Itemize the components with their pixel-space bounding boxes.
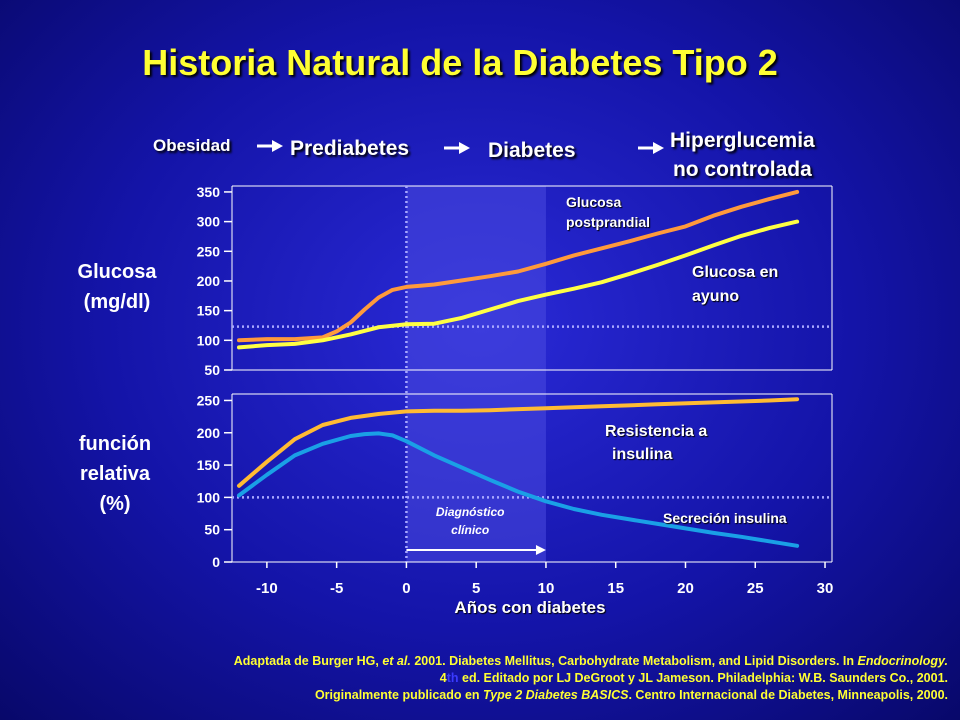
bottom-y-axis-label: (%) [99, 493, 130, 515]
label-resistencia-insulina: Resistencia a [605, 423, 707, 440]
source-citation: Adaptada de Burger HG, et al. 2001. Diab… [18, 653, 948, 704]
top-y-tick-label: 100 [197, 332, 221, 348]
x-tick-label: 10 [538, 580, 555, 597]
x-tick-label: 20 [677, 580, 694, 597]
source-line-1-journal: Endocrinology. [857, 654, 948, 668]
bottom-y-tick-label: 0 [212, 554, 220, 570]
label-glucosa-ayuno: ayuno [692, 288, 739, 305]
top-y-tick-label: 150 [197, 303, 221, 319]
stage-diabetes: Diabetes [488, 139, 576, 162]
diagnosis-band [406, 186, 546, 562]
label-secrecion-insulina: Secreción insulina [663, 510, 787, 526]
series-glucosa-ayuno [237, 219, 800, 350]
top-y-tick-label: 50 [204, 362, 220, 378]
label-glucosa-ayuno: Glucosa en [692, 264, 778, 281]
bottom-y-axis-label: relativa [80, 463, 151, 485]
diagnosis-label: clínico [451, 523, 489, 537]
bottom-y-axis-label: función [79, 433, 151, 455]
source-line-3: Originalmente publicado en Type 2 Diabet… [18, 687, 948, 704]
slide-title: Historia Natural de la Diabetes Tipo 2 [142, 42, 778, 83]
x-tick-label: 30 [817, 580, 834, 597]
source-line-2-sup: th [446, 671, 459, 685]
top-y-tick-label: 350 [197, 184, 221, 200]
diagnosis-arrow-head-icon [535, 545, 546, 555]
top-y-axis-label: Glucosa [78, 261, 158, 283]
source-line-2-num: 4 [439, 671, 447, 685]
label-resistencia-insulina: insulina [612, 446, 673, 463]
series-secrecion-insulina [237, 431, 800, 548]
arrow-right-icon [444, 142, 470, 154]
bottom-y-tick-label: 250 [197, 392, 221, 408]
label-glucosa-postprandial: postprandial [566, 214, 650, 230]
source-line-1-mid: 2001. Diabetes Mellitus, Carbohydrate Me… [410, 654, 858, 668]
label-glucosa-postprandial: Glucosa [566, 194, 621, 210]
diagnosis-label: Diagnóstico [436, 505, 505, 519]
source-line-1: Adaptada de Burger HG, et al. 2001. Diab… [18, 653, 948, 670]
top-y-tick-label: 200 [197, 273, 221, 289]
bottom-y-tick-label: 100 [197, 489, 221, 505]
top-y-tick-label: 250 [197, 243, 221, 259]
arrow-right-icon [257, 140, 283, 152]
x-tick-label: 0 [402, 580, 410, 597]
source-line-3-book: Type 2 Diabetes BASICS [483, 688, 629, 702]
source-line-1-etal: et al. [382, 654, 411, 668]
stage-hiperglucemia-line2: no controlada [672, 158, 812, 181]
arrow-right-icon [638, 142, 664, 154]
bottom-y-tick-label: 200 [197, 425, 221, 441]
source-line-2: 4th ed. Editado por LJ DeGroot y JL Jame… [18, 670, 948, 687]
stage-hiperglucemia: Hiperglucemia no controlada [670, 126, 815, 184]
source-line-3-prefix: Originalmente publicado en [314, 688, 484, 702]
x-tick-label: -10 [256, 580, 278, 597]
x-tick-label: -5 [330, 580, 343, 597]
stage-obesidad: Obesidad [153, 136, 231, 155]
stage-hiperglucemia-line1: Hiperglucemia [670, 129, 815, 152]
x-tick-label: 5 [472, 580, 480, 597]
x-tick-label: 15 [607, 580, 624, 597]
source-line-1-prefix: Adaptada de Burger HG, [233, 654, 383, 668]
bottom-y-tick-label: 150 [197, 457, 221, 473]
series-glucosa-postprandial [237, 189, 800, 343]
stage-prediabetes: Prediabetes [290, 137, 410, 160]
series-resistencia-insulina [237, 397, 800, 488]
top-y-tick-label: 300 [197, 214, 221, 230]
source-line-2-rest: ed. Editado por LJ DeGroot y JL Jameson.… [458, 671, 948, 685]
x-axis-label: Años con diabetes [454, 598, 605, 617]
top-y-axis-label: (mg/dl) [84, 291, 151, 313]
x-tick-label: 25 [747, 580, 764, 597]
source-line-3-rest: . Centro Internacional de Diabetes, Minn… [628, 688, 948, 702]
bottom-y-tick-label: 50 [204, 522, 220, 538]
